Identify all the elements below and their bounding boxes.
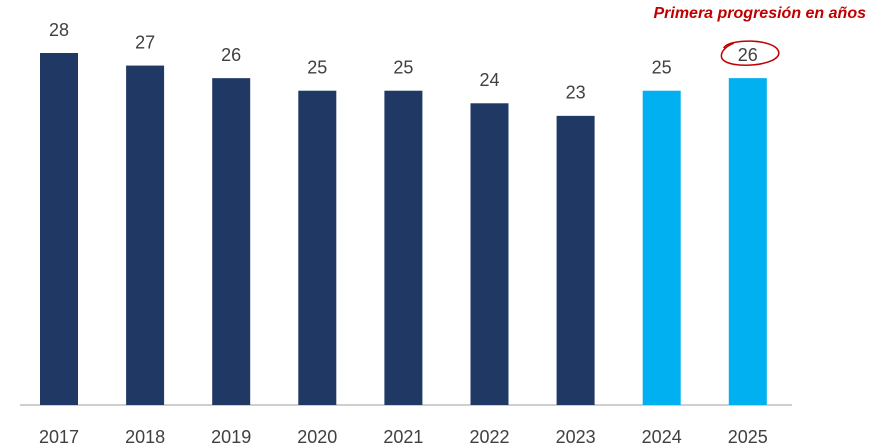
bar (384, 90, 423, 405)
bar (40, 53, 78, 405)
value-label: 25 (652, 57, 672, 77)
value-label: 28 (49, 20, 69, 40)
bar (728, 78, 767, 406)
bar (642, 90, 681, 405)
x-tick-label: 2021 (383, 427, 423, 447)
bar (126, 65, 165, 406)
value-label: 26 (738, 45, 758, 65)
x-tick-label: 2019 (211, 427, 251, 447)
x-tick-label: 2024 (642, 427, 682, 447)
x-tick-label: 2025 (728, 427, 768, 447)
bar (298, 90, 337, 405)
bar (212, 78, 251, 406)
highlight-ellipse (720, 40, 780, 66)
value-label: 25 (307, 57, 327, 77)
x-tick-label: 2023 (556, 427, 596, 447)
x-tick-label: 2022 (469, 427, 509, 447)
value-label: 27 (135, 32, 155, 52)
value-label: 23 (566, 83, 586, 103)
x-tick-label: 2018 (125, 427, 165, 447)
value-label: 24 (479, 70, 499, 90)
x-tick-label: 2017 (39, 427, 79, 447)
bar (470, 103, 509, 406)
x-tick-label: 2020 (297, 427, 337, 447)
value-label: 25 (393, 57, 413, 77)
bar (556, 115, 595, 405)
value-label: 26 (221, 45, 241, 65)
annotation: Primera progresión en años (653, 5, 866, 22)
